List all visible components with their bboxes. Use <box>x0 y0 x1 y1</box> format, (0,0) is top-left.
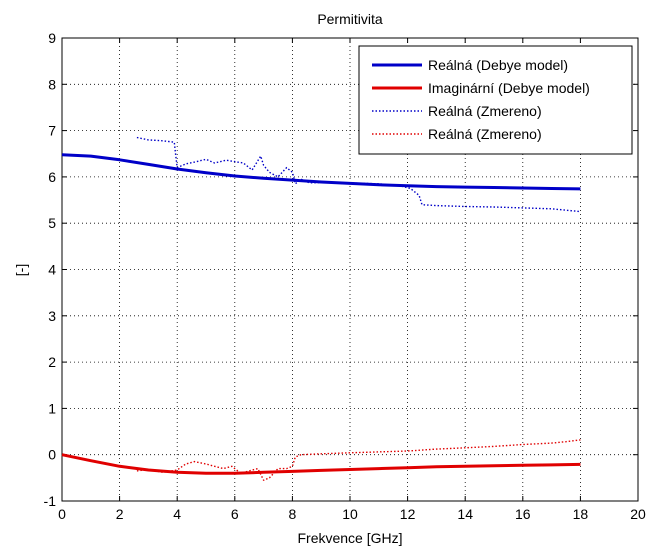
y-tick-label: 5 <box>48 215 56 231</box>
grid <box>62 38 638 501</box>
y-tick-label: 7 <box>48 123 56 139</box>
y-tick-label: 0 <box>48 447 56 463</box>
x-tick-label: 4 <box>173 506 181 522</box>
x-tick-label: 6 <box>231 506 239 522</box>
y-tick-label: 1 <box>48 400 56 416</box>
series-group <box>61 136 581 481</box>
chart-title: Permitivita <box>317 11 383 27</box>
x-tick-label: 20 <box>630 506 646 522</box>
y-tick-label: 9 <box>48 30 56 46</box>
y-axis-label: [-] <box>13 264 29 276</box>
y-tick-label: 3 <box>48 308 56 324</box>
series-line-4 <box>136 439 581 481</box>
legend-label: Reálná (Zmereno) <box>428 126 542 142</box>
legend-label: Reálná (Zmereno) <box>428 103 542 119</box>
legend-label: Reálná (Debye model) <box>428 57 568 73</box>
y-tick-label: 8 <box>48 76 56 92</box>
x-tick-label: 8 <box>289 506 297 522</box>
y-tick-label: 6 <box>48 169 56 185</box>
series-line-1 <box>61 153 581 191</box>
series-line-2 <box>61 453 581 475</box>
legend-label: Imaginární (Debye model) <box>428 80 590 96</box>
x-tick-label: 16 <box>515 506 531 522</box>
legend: Reálná (Debye model) Imaginární (Debye mo… <box>358 45 633 155</box>
x-axis-label: Frekvence [GHz] <box>297 530 402 546</box>
x-tick-label: 0 <box>58 506 66 522</box>
x-tick-label: 2 <box>116 506 124 522</box>
x-tick-label: 18 <box>573 506 589 522</box>
y-tick-label: -1 <box>44 493 57 509</box>
y-tick-label: 2 <box>48 354 56 370</box>
x-tick-label: 14 <box>457 506 473 522</box>
x-tick-label: 10 <box>342 506 358 522</box>
y-tick-label: 4 <box>48 262 56 278</box>
x-tick-label: 12 <box>400 506 416 522</box>
legend-box <box>358 45 633 155</box>
series-line-3 <box>136 136 581 213</box>
